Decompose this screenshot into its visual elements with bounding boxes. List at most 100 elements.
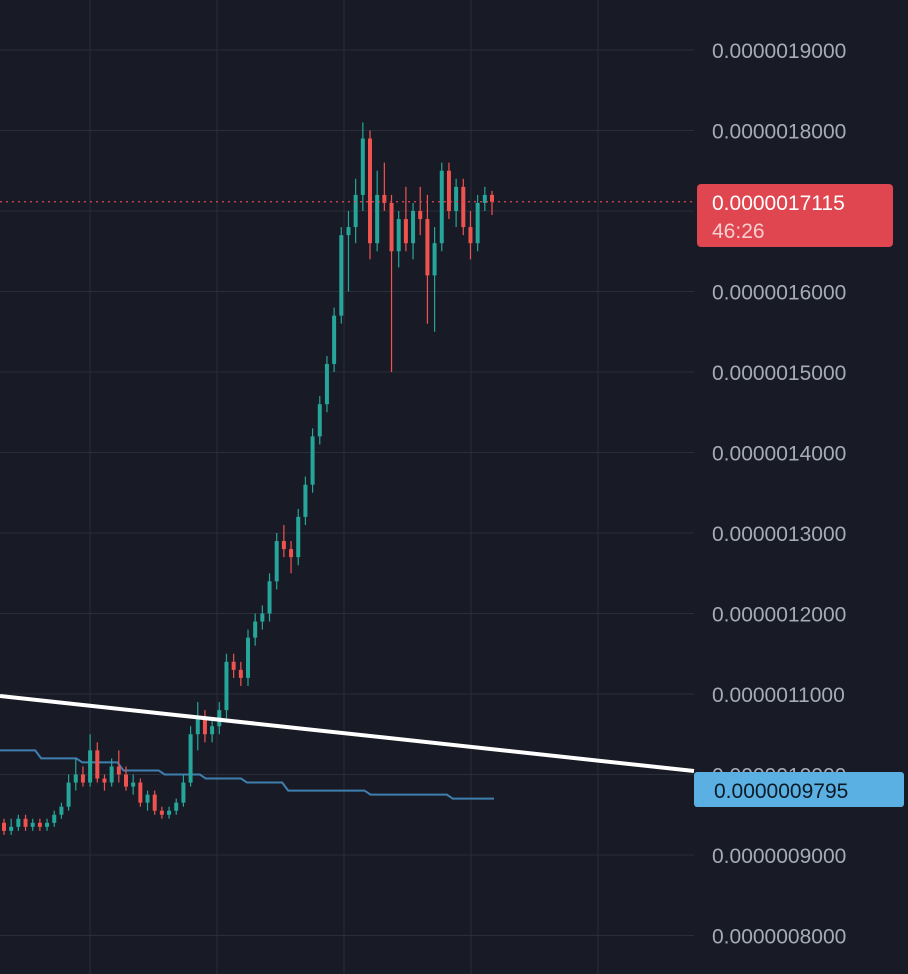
candle — [174, 798, 179, 815]
candle — [289, 541, 294, 574]
candle — [80, 766, 85, 787]
candle — [145, 790, 150, 811]
candle — [382, 162, 387, 211]
candle — [253, 613, 258, 646]
candle-body — [66, 782, 71, 807]
candle-body — [353, 194, 358, 228]
candle — [224, 653, 229, 719]
candle — [45, 818, 50, 831]
candle-body — [303, 484, 308, 517]
candle-body — [9, 826, 14, 831]
candle-body — [289, 549, 294, 558]
y-tick-label: 0.0000013000 — [712, 523, 846, 546]
candle-body — [109, 766, 114, 783]
candle-body — [124, 774, 128, 787]
candle-body — [360, 138, 365, 195]
candle — [396, 211, 401, 268]
candle — [296, 508, 301, 566]
candle-body — [45, 822, 50, 827]
candle — [73, 758, 78, 791]
candle-body — [181, 782, 186, 803]
candle-body — [145, 794, 150, 803]
candle-body — [238, 669, 243, 678]
candle — [2, 818, 6, 835]
y-tick-label: 0.0000014000 — [712, 443, 846, 466]
y-tick-label: 0.0000012000 — [712, 604, 846, 627]
candle — [403, 186, 408, 252]
candle — [461, 178, 466, 236]
candle — [202, 710, 207, 743]
moving-average-layer — [0, 749, 494, 800]
candle-body — [389, 202, 394, 252]
candle — [468, 211, 473, 260]
candle-body — [116, 766, 121, 775]
y-tick-label: 0.0000015000 — [712, 362, 846, 385]
candle — [246, 629, 250, 686]
candle-body — [468, 227, 473, 244]
y-axis[interactable]: 0.0000019000 0.0000018000 0.0000016000 0.00… — [712, 40, 846, 949]
candle-body — [475, 202, 480, 244]
candle-body — [23, 818, 28, 827]
candle — [131, 774, 136, 795]
y-tick-label: 0.0000011000 — [712, 684, 845, 707]
candle — [267, 573, 272, 622]
candle-body — [195, 718, 200, 735]
candle — [368, 130, 372, 260]
candle — [446, 162, 451, 220]
candle-body — [411, 211, 416, 244]
candle — [418, 186, 423, 236]
ma-price-marker: 0.0000009795 — [694, 772, 904, 807]
candle-body — [52, 814, 57, 823]
candle — [138, 778, 143, 807]
candle-body — [310, 436, 315, 485]
y-tick-label: 0.0000018000 — [712, 121, 846, 144]
candle — [353, 178, 358, 244]
candle — [260, 605, 265, 630]
candle — [375, 170, 380, 252]
candle — [124, 766, 128, 791]
candle-body — [167, 810, 172, 815]
trendline[interactable] — [0, 694, 695, 773]
candle-body — [30, 822, 35, 827]
candle — [332, 307, 337, 372]
candle — [159, 806, 164, 819]
candle-body — [188, 734, 193, 783]
candle — [102, 774, 107, 791]
candle-body — [231, 661, 236, 670]
candle — [475, 194, 480, 252]
y-tick-label: 0.0000008000 — [712, 926, 846, 949]
candle-body — [267, 581, 272, 614]
candle — [303, 476, 308, 525]
candle — [317, 396, 322, 445]
candle-body — [73, 774, 78, 783]
candle — [425, 194, 430, 324]
candle-body — [339, 235, 344, 316]
candle-body — [324, 363, 329, 405]
current-price-marker: 0.0000017115 46:26 — [697, 184, 893, 247]
current-price-label: 0.0000017115 — [712, 192, 845, 215]
candle — [482, 186, 487, 211]
candle-body — [2, 822, 6, 831]
candle-body — [16, 818, 21, 827]
candle-body — [482, 194, 487, 203]
grid — [0, 0, 694, 974]
candle-body — [446, 170, 451, 211]
candle — [116, 750, 121, 783]
candle — [95, 742, 100, 783]
y-tick-label: 0.0000019000 — [712, 40, 846, 63]
candle-body — [159, 810, 164, 815]
y-tick-label: 0.0000016000 — [712, 282, 846, 305]
candle — [389, 194, 394, 372]
candle-body — [432, 243, 437, 276]
candle — [432, 227, 437, 332]
candle — [23, 814, 28, 831]
candle — [274, 533, 279, 590]
candle — [9, 818, 14, 835]
candle — [231, 653, 236, 678]
candle — [411, 202, 416, 260]
candle-body — [418, 211, 423, 220]
candle — [339, 227, 344, 324]
candle — [152, 790, 157, 815]
candle-body — [281, 541, 286, 550]
